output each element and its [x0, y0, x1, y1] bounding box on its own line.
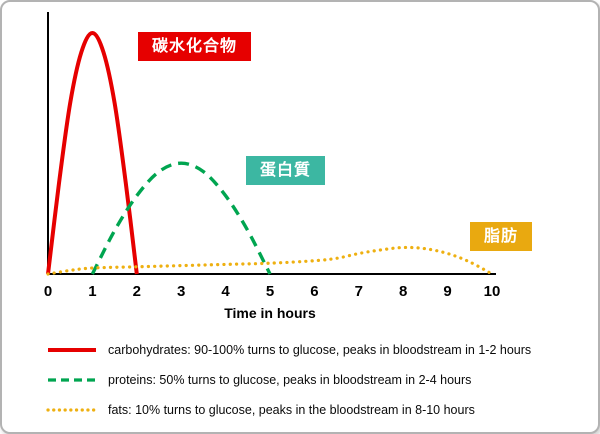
x-tick-label: 3	[177, 283, 185, 300]
chart-area: 0 1 2 3 4 5 6 7 8 9 10 Time in hours 碳水化合物 蛋白質 脂肪	[2, 2, 598, 328]
x-tick-label: 0	[44, 283, 52, 300]
x-tick-label: 8	[399, 283, 407, 300]
series-carbohydrates-line	[46, 30, 139, 275]
legend-label-carbohydrates: carbohydrates: 90-100% turns to glucose,…	[108, 343, 532, 357]
legend: carbohydrates: 90-100% turns to glucose,…	[2, 328, 598, 422]
x-tick-label: 1	[88, 283, 96, 300]
series-fats-line	[46, 245, 494, 276]
line-chart: 0 1 2 3 4 5 6 7 8 9 10 Time in hours	[44, 12, 501, 321]
legend-line-carbohydrates	[48, 348, 96, 352]
legend-line-fats	[46, 408, 98, 412]
legend-line-proteins	[48, 378, 96, 382]
legend-item-proteins: proteins: 50% turns to glucose, peaks in…	[46, 368, 598, 392]
legend-label-proteins: proteins: 50% turns to glucose, peaks in…	[108, 373, 472, 387]
x-tick-label: 10	[484, 283, 501, 300]
x-tick-label: 7	[355, 283, 363, 300]
legend-item-carbohydrates: carbohydrates: 90-100% turns to glucose,…	[46, 338, 598, 362]
x-axis-label: Time in hours	[224, 305, 316, 321]
annotation-carbohydrates: 碳水化合物	[138, 32, 252, 62]
x-tick-label: 9	[443, 283, 451, 300]
annotation-proteins: 蛋白質	[246, 156, 326, 186]
legend-label-fats: fats: 10% turns to glucose, peaks in the…	[108, 403, 475, 417]
x-tick-label: 6	[310, 283, 318, 300]
annotation-fats: 脂肪	[470, 222, 533, 252]
x-tick-label: 2	[133, 283, 141, 300]
series-proteins-line	[90, 161, 272, 275]
x-tick-label: 4	[221, 283, 230, 300]
legend-item-fats: fats: 10% turns to glucose, peaks in the…	[46, 398, 598, 422]
x-tick-label: 5	[266, 283, 274, 300]
